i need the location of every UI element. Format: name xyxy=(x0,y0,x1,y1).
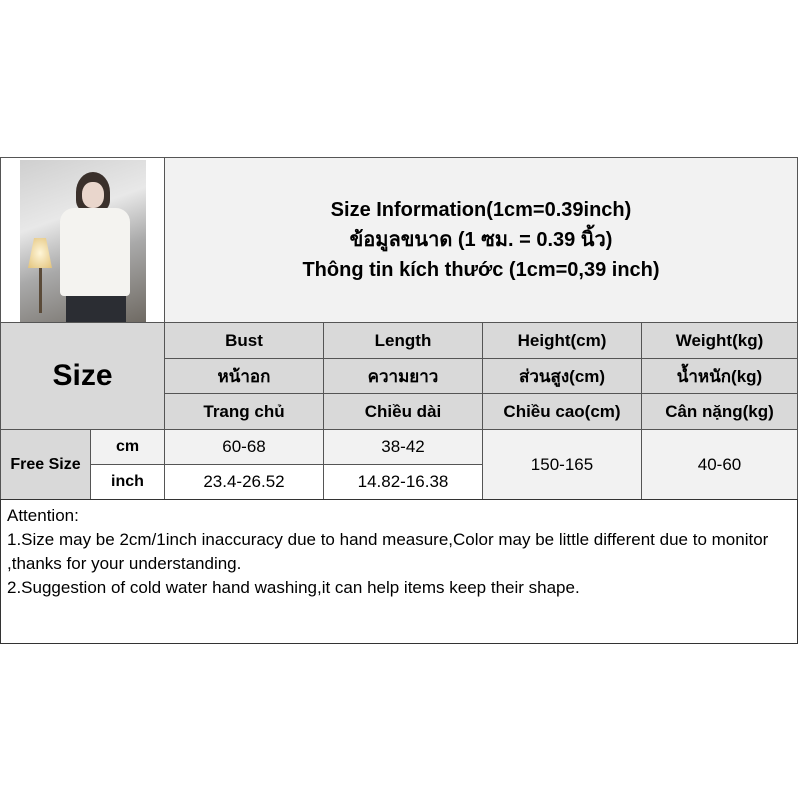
title-vietnamese: Thông tin kích thước (1cm=0,39 inch) xyxy=(302,259,660,281)
length-inch: 14.82-16.38 xyxy=(323,464,483,500)
title-english: Size Information(1cm=0.39inch) xyxy=(330,199,632,221)
header-bust-en: Bust xyxy=(164,322,324,359)
length-cm: 38-42 xyxy=(323,429,483,465)
attention-item-2: 2.Suggestion of cold water hand washing,… xyxy=(7,578,580,597)
header-length-en: Length xyxy=(323,322,483,359)
header-height-th: ส่วนสูง(cm) xyxy=(482,358,642,394)
attention-item-1: 1.Size may be 2cm/1inch inaccuracy due t… xyxy=(7,530,769,573)
header-height-vi: Chiều cao(cm) xyxy=(482,393,642,430)
header-height-en: Height(cm) xyxy=(482,322,642,359)
bust-inch: 23.4-26.52 xyxy=(164,464,324,500)
header-bust-vi: Trang chủ xyxy=(164,393,324,430)
attention-heading: Attention: xyxy=(7,506,79,525)
header-weight-th: น้ำหนัก(kg) xyxy=(641,358,798,394)
model-top xyxy=(60,208,130,296)
model-face xyxy=(82,182,104,208)
model-jeans xyxy=(66,296,126,322)
weight-value: 40-60 xyxy=(641,429,798,500)
product-photo xyxy=(20,160,146,322)
size-free-size: Free Size xyxy=(0,429,91,500)
header-length-vi: Chiều dài xyxy=(323,393,483,430)
header-weight-en: Weight(kg) xyxy=(641,322,798,359)
unit-cm: cm xyxy=(90,429,165,465)
attention-notes: Attention: 1.Size may be 2cm/1inch inacc… xyxy=(0,499,798,644)
title-thai: ข้อมูลขนาด (1 ซม. = 0.39 นิ้ว) xyxy=(349,229,613,251)
header-length-th: ความยาว xyxy=(323,358,483,394)
unit-inch: inch xyxy=(90,464,165,500)
title-cell: Size Information(1cm=0.39inch) ข้อมูลขนา… xyxy=(164,157,798,323)
height-value: 150-165 xyxy=(482,429,642,500)
bust-cm: 60-68 xyxy=(164,429,324,465)
lamp-shade xyxy=(28,238,52,268)
size-header: Size xyxy=(0,322,165,430)
header-bust-th: หน้าอก xyxy=(164,358,324,394)
header-weight-vi: Cân nặng(kg) xyxy=(641,393,798,430)
lamp-stand xyxy=(39,268,42,313)
size-label: Size xyxy=(52,359,113,392)
